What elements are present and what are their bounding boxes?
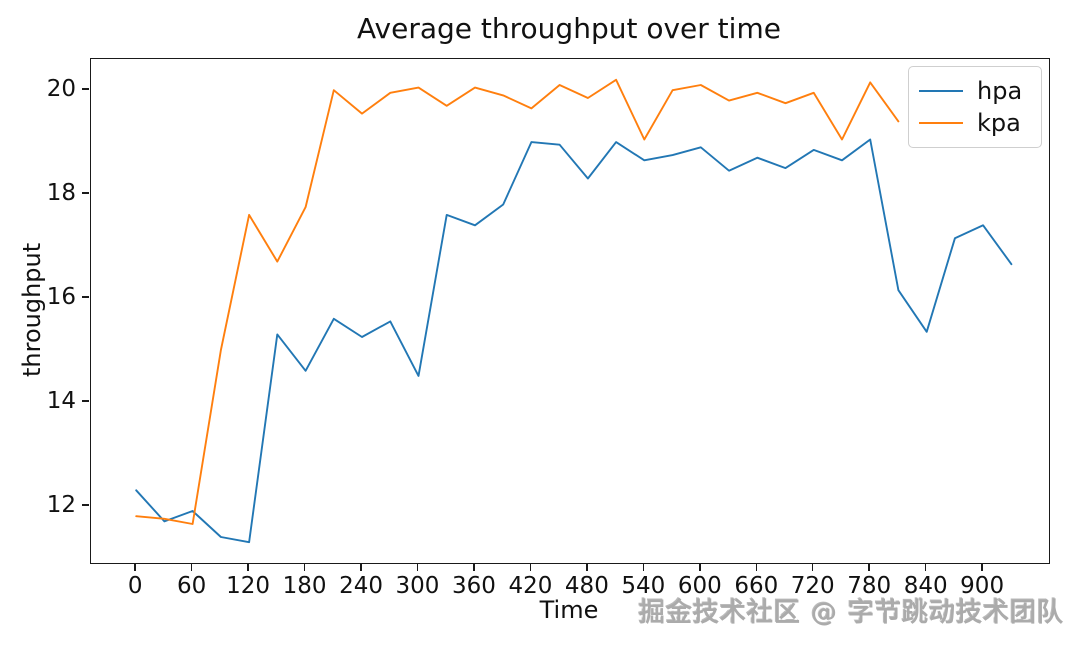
y-tick-mark <box>81 504 89 506</box>
x-tick-mark <box>190 563 193 571</box>
kpa-legend-line-icon <box>919 122 963 124</box>
x-tick-label: 540 <box>621 573 666 599</box>
y-tick-mark <box>81 400 89 402</box>
x-axis-label: Time <box>539 596 599 624</box>
x-tick-mark <box>134 563 136 571</box>
x-tick-label: 360 <box>451 573 496 599</box>
x-tick-mark <box>981 563 983 571</box>
plot-lines <box>135 78 1013 544</box>
hpa-legend-line-icon <box>919 90 963 92</box>
x-tick-label: 300 <box>395 573 440 599</box>
y-tick-label: 14 <box>46 387 76 414</box>
chart-title: Average throughput over time <box>357 12 781 45</box>
y-axis-label: throughput <box>18 242 46 378</box>
watermark: 掘金技术社区 @ 字节跳动技术团队 <box>638 598 1064 628</box>
x-tick-label: 180 <box>282 573 327 599</box>
y-tick-label: 16 <box>46 284 76 310</box>
kpa-line <box>135 78 900 525</box>
x-tick-label: 0 <box>127 573 143 599</box>
x-tick-mark <box>360 563 362 571</box>
x-tick-label: 660 <box>734 573 779 599</box>
x-tick-label: 720 <box>790 573 835 599</box>
x-tick-mark <box>529 563 532 571</box>
y-tick-mark <box>81 88 89 90</box>
x-tick-mark <box>755 563 758 571</box>
x-tick-mark <box>811 563 814 571</box>
x-tick-mark <box>642 563 645 571</box>
y-tick-label: 20 <box>46 76 76 103</box>
x-tick-label: 60 <box>176 573 207 599</box>
legend-entry-kpa: kpa <box>919 107 1031 139</box>
x-tick-label: 840 <box>903 573 948 599</box>
y-tick-label: 18 <box>46 180 76 207</box>
x-tick-mark <box>699 563 701 571</box>
x-tick-label: 600 <box>677 573 722 599</box>
x-tick-mark <box>247 563 249 571</box>
x-tick-label: 480 <box>564 573 609 599</box>
plot-area <box>90 58 1050 564</box>
x-tick-mark <box>868 563 870 571</box>
y-tick-label: 12 <box>46 491 76 518</box>
legend: hpa kpa <box>908 66 1042 148</box>
legend-label: hpa <box>977 77 1023 105</box>
x-tick-mark <box>416 563 419 571</box>
x-tick-label: 420 <box>508 573 553 599</box>
x-tick-label: 240 <box>339 573 383 599</box>
y-tick-mark <box>81 192 89 194</box>
x-tick-label: 780 <box>847 573 892 599</box>
x-tick-label: 900 <box>960 573 1005 599</box>
hpa-line <box>135 138 1013 544</box>
legend-entry-hpa: hpa <box>919 75 1031 107</box>
legend-label: kpa <box>977 109 1021 137</box>
x-tick-mark <box>473 563 475 571</box>
x-tick-mark <box>924 563 927 571</box>
x-tick-label: 120 <box>226 573 271 599</box>
y-tick-mark <box>81 296 89 298</box>
x-tick-mark <box>303 563 306 571</box>
x-tick-mark <box>586 563 588 571</box>
